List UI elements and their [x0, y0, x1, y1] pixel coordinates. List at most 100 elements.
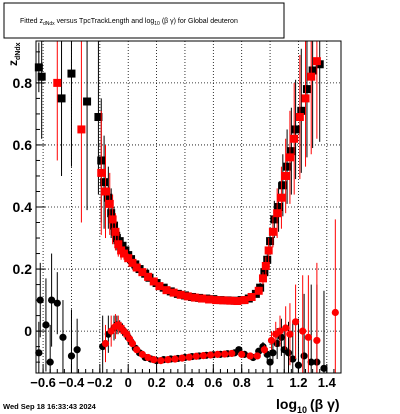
data-point — [299, 327, 307, 335]
data-point — [101, 187, 110, 196]
data-point — [190, 293, 199, 302]
data-point — [295, 113, 304, 122]
data-point — [308, 66, 317, 75]
data-point — [213, 350, 222, 358]
data-point — [331, 308, 339, 317]
data-point — [178, 354, 186, 362]
x-tick-label: 0.6 — [204, 375, 222, 390]
ticks: −0.6 −0.4 −0.2 0 0.2 0.4 0.6 0.8 1 1.2 1.4 0 0.2 0.4 0… — [13, 51, 342, 390]
title-suffix: (β γ) for Global deuteron — [162, 18, 238, 25]
y-tick-label: 0.2 — [13, 261, 33, 277]
data-point — [264, 246, 273, 255]
data-point — [164, 356, 172, 364]
data-point — [111, 227, 120, 236]
data-point — [277, 193, 286, 202]
data-point — [276, 327, 284, 335]
x-label-suffix: (β γ) — [310, 396, 340, 412]
title-mid: versus TpcTrackLength and log — [55, 18, 155, 25]
x-tick-label: 1.4 — [318, 375, 337, 390]
data-point — [307, 358, 315, 366]
y-label-sub: dNdx — [15, 42, 22, 60]
x-tick-label: 0.4 — [176, 375, 195, 390]
data-point — [291, 125, 300, 134]
data-point — [144, 272, 153, 281]
data-point — [289, 355, 297, 363]
data-point — [233, 297, 242, 306]
data-point — [77, 125, 86, 134]
data-point — [183, 292, 192, 301]
data-point — [67, 69, 76, 78]
data-point — [254, 286, 263, 295]
x-tick-label: 0.8 — [233, 375, 251, 390]
data-point — [302, 85, 311, 94]
title-sub2: 10 — [154, 21, 160, 27]
data-point — [253, 352, 261, 360]
data-point — [100, 178, 109, 187]
x-tick-label: −0.6 — [30, 375, 56, 390]
data-point — [205, 295, 214, 304]
data-point — [228, 349, 236, 358]
data-point — [107, 327, 115, 335]
data-point — [246, 352, 254, 360]
x-tick-label: −0.4 — [59, 375, 85, 390]
data-point — [119, 249, 128, 258]
data-point — [144, 353, 152, 362]
data-point — [281, 171, 290, 180]
data-point — [105, 199, 114, 208]
data-point — [150, 356, 158, 364]
data-point — [206, 351, 215, 359]
data-point — [128, 339, 137, 348]
data-point — [312, 57, 321, 66]
data-point — [238, 350, 246, 358]
data-point — [171, 355, 179, 363]
data-point — [301, 94, 310, 103]
y-tick-label: 0.4 — [13, 199, 33, 215]
data-point — [35, 349, 43, 357]
x-tick-label: 1.2 — [289, 375, 307, 390]
data-point — [114, 240, 123, 249]
data-point — [53, 299, 61, 307]
data-point — [118, 241, 127, 250]
data-point — [185, 353, 193, 361]
data-point — [36, 296, 44, 304]
data-point — [287, 147, 296, 156]
data-point — [286, 330, 294, 338]
data-point — [37, 72, 46, 81]
data-point — [266, 358, 274, 366]
data-point — [132, 263, 141, 272]
data-point — [128, 258, 137, 267]
data-point — [42, 321, 50, 329]
title-box: Fitted zdNdx versus TpcTrackLength and l… — [3, 2, 285, 39]
data-point — [155, 282, 164, 291]
data-layer — [34, 41, 339, 373]
data-point — [73, 346, 81, 354]
data-point — [83, 97, 92, 106]
data-point — [107, 209, 116, 218]
data-point — [320, 364, 328, 372]
x-axis-label: log10 (β γ) — [276, 396, 340, 414]
y-tick-label: 0 — [24, 323, 32, 339]
data-point — [285, 153, 294, 162]
data-point — [192, 352, 200, 360]
data-point — [292, 318, 300, 326]
data-point — [133, 346, 141, 354]
data-point — [108, 215, 117, 224]
data-point — [268, 227, 277, 236]
y-tick-label: 0.6 — [13, 137, 33, 153]
data-point — [110, 221, 119, 230]
data-point — [304, 333, 312, 341]
data-point — [267, 336, 276, 345]
data-point — [300, 352, 308, 360]
data-point — [283, 162, 292, 171]
data-point — [97, 168, 106, 177]
series-1 — [53, 41, 321, 306]
data-point — [269, 349, 277, 357]
data-point — [278, 181, 287, 190]
data-point — [260, 346, 268, 354]
data-point — [149, 277, 158, 286]
timestamp: Wed Sep 18 16:33:43 2024 — [3, 402, 97, 411]
y-axis-label: zdNdx — [6, 42, 22, 66]
data-point — [57, 94, 66, 103]
data-point — [258, 274, 267, 283]
